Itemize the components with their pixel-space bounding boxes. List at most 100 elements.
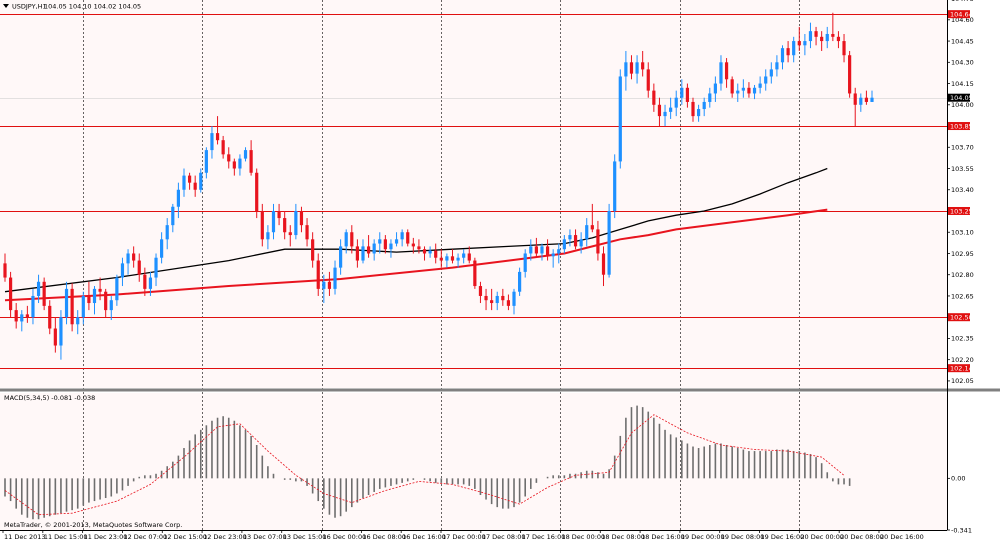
candle[interactable] <box>311 232 315 268</box>
candle[interactable] <box>48 300 52 335</box>
candle[interactable] <box>383 235 387 254</box>
candle[interactable] <box>70 283 74 332</box>
candle[interactable] <box>411 237 415 254</box>
candle[interactable] <box>523 249 527 278</box>
candle[interactable] <box>506 294 511 311</box>
candle[interactable] <box>713 76 717 102</box>
candle[interactable] <box>31 288 35 325</box>
candle[interactable] <box>81 291 85 325</box>
candle[interactable] <box>669 97 673 119</box>
candle[interactable] <box>283 210 287 240</box>
candle[interactable] <box>529 239 533 261</box>
candle[interactable] <box>327 271 332 296</box>
candle[interactable] <box>478 281 483 304</box>
candle[interactable] <box>439 249 443 268</box>
candle[interactable] <box>215 116 220 145</box>
candle[interactable] <box>109 295 113 321</box>
candle[interactable] <box>534 237 538 258</box>
candle[interactable] <box>98 277 102 301</box>
candle[interactable] <box>182 168 186 197</box>
candle[interactable] <box>434 243 438 264</box>
candle[interactable] <box>473 257 477 289</box>
candle[interactable] <box>462 249 466 264</box>
candle[interactable] <box>797 26 801 51</box>
candle[interactable] <box>350 225 354 254</box>
candle[interactable] <box>232 158 236 176</box>
candle[interactable] <box>299 206 304 233</box>
candle[interactable] <box>635 55 639 84</box>
candle[interactable] <box>545 239 550 261</box>
candle[interactable] <box>132 246 136 268</box>
candle[interactable] <box>579 232 583 254</box>
candle[interactable] <box>193 175 197 197</box>
candle[interactable] <box>355 239 359 268</box>
candle[interactable] <box>842 33 846 63</box>
candle[interactable] <box>803 33 807 56</box>
candle[interactable] <box>344 229 348 254</box>
candle[interactable] <box>629 55 634 80</box>
candle[interactable] <box>143 267 147 296</box>
candle[interactable] <box>646 62 650 98</box>
candle[interactable] <box>20 310 24 332</box>
candle[interactable] <box>467 246 471 264</box>
candle[interactable] <box>8 271 13 318</box>
candle[interactable] <box>339 239 343 275</box>
candle[interactable] <box>540 243 544 261</box>
candle[interactable] <box>724 58 729 88</box>
candle[interactable] <box>14 303 18 329</box>
candle[interactable] <box>59 310 63 360</box>
candle[interactable] <box>551 249 555 268</box>
candle[interactable] <box>758 76 762 94</box>
candle[interactable] <box>260 203 264 247</box>
candle[interactable] <box>685 83 690 108</box>
candle[interactable] <box>160 232 164 264</box>
candle[interactable] <box>372 239 376 261</box>
candle[interactable] <box>148 271 153 296</box>
candle[interactable] <box>562 235 566 254</box>
candle[interactable] <box>730 76 734 98</box>
candle[interactable] <box>450 249 455 264</box>
candle[interactable] <box>657 97 662 127</box>
candle[interactable] <box>87 281 91 311</box>
candle[interactable] <box>680 79 684 105</box>
candle[interactable] <box>53 317 57 353</box>
candle[interactable] <box>512 288 516 315</box>
candle[interactable] <box>137 253 141 282</box>
candle[interactable] <box>719 55 723 91</box>
candle[interactable] <box>266 225 270 250</box>
candle[interactable] <box>573 229 578 250</box>
candle[interactable] <box>607 203 611 278</box>
candle[interactable] <box>853 87 857 127</box>
candle[interactable] <box>691 97 695 122</box>
candle[interactable] <box>120 257 125 287</box>
candle[interactable] <box>42 277 46 311</box>
candle[interactable] <box>590 203 594 233</box>
candle[interactable] <box>652 83 656 112</box>
candle[interactable] <box>490 288 494 311</box>
candle[interactable] <box>115 274 119 306</box>
price-chart-background[interactable] <box>0 0 947 388</box>
candle[interactable] <box>836 31 841 49</box>
candle[interactable] <box>786 41 790 63</box>
candle[interactable] <box>820 31 824 51</box>
candle[interactable] <box>848 50 852 98</box>
candle[interactable] <box>394 232 399 247</box>
candle[interactable] <box>199 168 203 193</box>
candle[interactable] <box>792 36 796 63</box>
candle[interactable] <box>305 218 309 247</box>
candle[interactable] <box>613 154 617 219</box>
candle[interactable] <box>663 104 667 127</box>
candle[interactable] <box>389 239 393 258</box>
candle[interactable] <box>76 310 80 335</box>
candle[interactable] <box>255 168 259 219</box>
candle[interactable] <box>36 274 41 304</box>
candle[interactable] <box>249 140 253 176</box>
candle[interactable] <box>674 90 678 117</box>
candle[interactable] <box>495 291 499 311</box>
candle[interactable] <box>596 220 600 261</box>
candle[interactable] <box>641 50 645 77</box>
candle[interactable] <box>780 45 785 70</box>
candle[interactable] <box>221 135 225 159</box>
dropdown-triangle-icon[interactable] <box>3 4 9 8</box>
candle[interactable] <box>697 104 701 122</box>
